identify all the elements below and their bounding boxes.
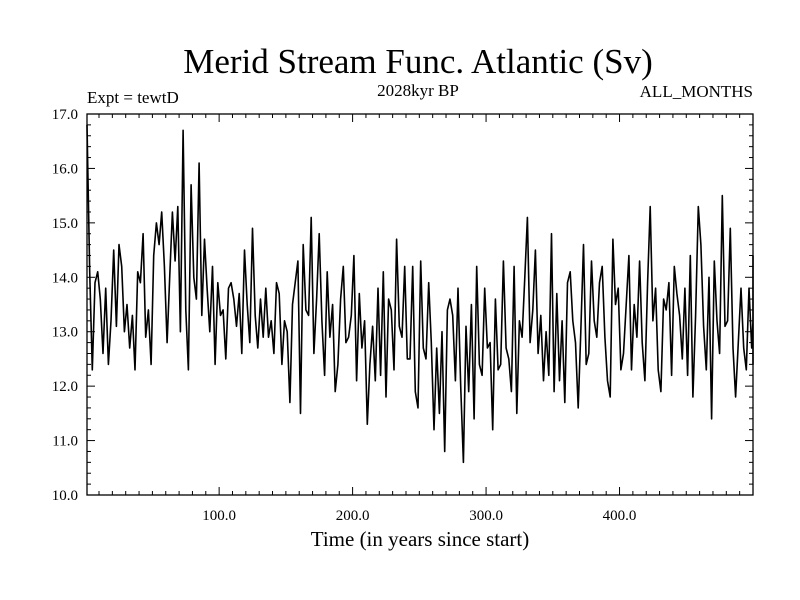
y-tick-label: 15.0 [52,216,78,232]
y-tick-label: 11.0 [52,434,78,450]
y-tick-label: 13.0 [52,325,78,341]
y-tick-label: 17.0 [52,107,78,123]
y-tick-label: 14.0 [52,270,78,286]
x-axis-label: Time (in years since start) [311,527,530,551]
experiment-label: Expt = tewtD [87,88,179,107]
x-tick-label: 100.0 [202,508,236,524]
y-tick-label: 12.0 [52,379,78,395]
x-tick-label: 400.0 [603,508,637,524]
x-axis: 100.0 200.0 300.0 400.0 [98,114,741,524]
months-label: ALL_MONTHS [640,82,753,101]
series-layer [86,124,754,464]
y-tick-label: 16.0 [52,161,78,177]
y-axis: 10.0 11.0 12.0 13.0 14.0 15.0 16.0 17.0 [52,107,753,504]
x-tick-label: 200.0 [336,508,370,524]
x-tick-label: 300.0 [469,508,503,524]
y-tick-label: 10.0 [52,488,78,504]
period-label: 2028kyr BP [377,81,459,100]
series-line-amoc [86,124,754,464]
chart-title: Merid Stream Func. Atlantic (Sv) [183,42,653,81]
